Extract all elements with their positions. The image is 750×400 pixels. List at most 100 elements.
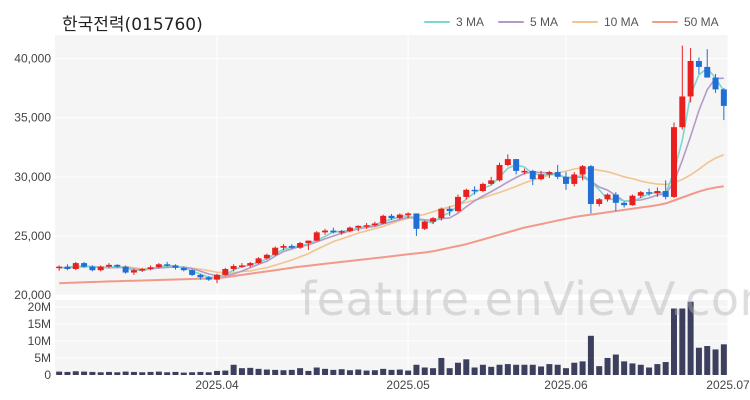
- candle-body: [430, 218, 437, 222]
- candle-body: [587, 166, 594, 204]
- volume-bar: [263, 369, 270, 375]
- x-tick-label: 2025.04: [195, 378, 239, 392]
- candle-body: [538, 174, 545, 180]
- volume-bar: [380, 368, 387, 375]
- candle-body: [64, 266, 71, 269]
- volume-bar: [205, 372, 212, 375]
- candle-body: [56, 266, 63, 269]
- candle-body: [189, 270, 196, 275]
- volume-bar: [330, 369, 337, 375]
- volume-bar: [371, 370, 378, 375]
- candle-body: [413, 213, 420, 229]
- volume-bar: [396, 369, 403, 375]
- candle-body: [288, 245, 295, 248]
- ma5-line: [59, 77, 724, 277]
- candle-body: [695, 61, 702, 67]
- candle-body: [363, 225, 370, 227]
- volume-bar: [122, 371, 129, 375]
- volume-bar: [238, 368, 245, 375]
- candle-body: [222, 269, 229, 275]
- price-tick-label: 40,000: [14, 52, 51, 66]
- candle-body: [388, 215, 395, 219]
- volume-bar: [513, 364, 520, 375]
- candle-body: [513, 159, 520, 171]
- candle-body: [172, 265, 179, 268]
- candle-body: [263, 254, 270, 259]
- candle-body: [529, 170, 536, 180]
- x-tick-label: 2025.07: [706, 378, 750, 392]
- volume-bar: [147, 371, 154, 375]
- volume-bar: [604, 357, 611, 375]
- candle-body: [89, 266, 96, 271]
- candle-body: [679, 96, 686, 128]
- volume-bar: [297, 368, 304, 375]
- volume-tick-label: 5M: [34, 351, 51, 365]
- volume-bar: [272, 369, 279, 375]
- candle-body: [147, 267, 154, 269]
- candle-body: [463, 189, 470, 197]
- price-tick-label: 20,000: [14, 288, 51, 302]
- candle-body: [72, 263, 79, 269]
- legend-item-ma50: 50 MA: [652, 15, 719, 29]
- legend-swatch-ma10: [572, 21, 598, 23]
- candle-body: [662, 191, 669, 197]
- candle-body: [280, 245, 287, 248]
- candle-body: [654, 191, 661, 194]
- candle-body: [155, 264, 162, 268]
- volume-bar: [596, 366, 603, 375]
- candle-body: [380, 215, 387, 224]
- candle-body: [405, 213, 412, 215]
- candle-body: [421, 221, 428, 229]
- candle-body: [646, 192, 653, 194]
- volume-bar: [222, 370, 229, 375]
- watermark-text: feature.enVievV.com: [300, 272, 750, 326]
- candle-body: [139, 269, 146, 271]
- candle-body: [197, 274, 204, 278]
- volume-bar: [322, 368, 329, 375]
- candle-body: [164, 264, 171, 266]
- volume-bar: [629, 363, 636, 375]
- volume-bar: [479, 364, 486, 375]
- volume-bar: [679, 308, 686, 375]
- volume-bar: [704, 346, 711, 375]
- volume-bar: [529, 364, 536, 375]
- candle-body: [330, 230, 337, 233]
- candle-body: [621, 202, 628, 206]
- volume-bar: [72, 371, 79, 375]
- candle-body: [130, 270, 137, 273]
- candle-body: [488, 180, 495, 184]
- volume-bar: [546, 364, 553, 375]
- candle-body: [604, 194, 611, 200]
- volume-bar: [56, 371, 63, 375]
- legend-label-ma50: 50 MA: [684, 15, 719, 29]
- volume-bar: [621, 361, 628, 375]
- candle-body: [346, 227, 353, 232]
- volume-bar: [89, 371, 96, 375]
- candle-body: [230, 266, 237, 269]
- candle-body: [238, 265, 245, 267]
- candle-body: [504, 159, 511, 165]
- volume-bar: [180, 372, 187, 375]
- volume-bar: [454, 362, 461, 375]
- legend-item-ma10: 10 MA: [572, 15, 639, 29]
- volume-bar: [81, 371, 88, 375]
- candle-body: [471, 189, 478, 192]
- volume-bar: [538, 366, 545, 375]
- volume-bar: [654, 364, 661, 375]
- legend-item-ma5: 5 MA: [498, 15, 558, 29]
- volume-bar: [720, 344, 727, 375]
- chart-title: 한국전력(015760): [62, 15, 203, 35]
- volume-tick-label: 20M: [28, 300, 51, 314]
- volume-bar: [214, 370, 221, 375]
- volume-bar: [155, 371, 162, 375]
- candle-body: [546, 172, 553, 175]
- candle-body: [438, 208, 445, 219]
- legend-swatch-ma50: [652, 21, 678, 23]
- volume-bar: [247, 367, 254, 375]
- volume-bar: [463, 359, 470, 375]
- candle-body: [720, 89, 727, 106]
- candle-body: [313, 232, 320, 241]
- legend-swatch-ma3: [424, 21, 450, 23]
- volume-bar: [64, 371, 71, 375]
- volume-bar: [355, 369, 362, 375]
